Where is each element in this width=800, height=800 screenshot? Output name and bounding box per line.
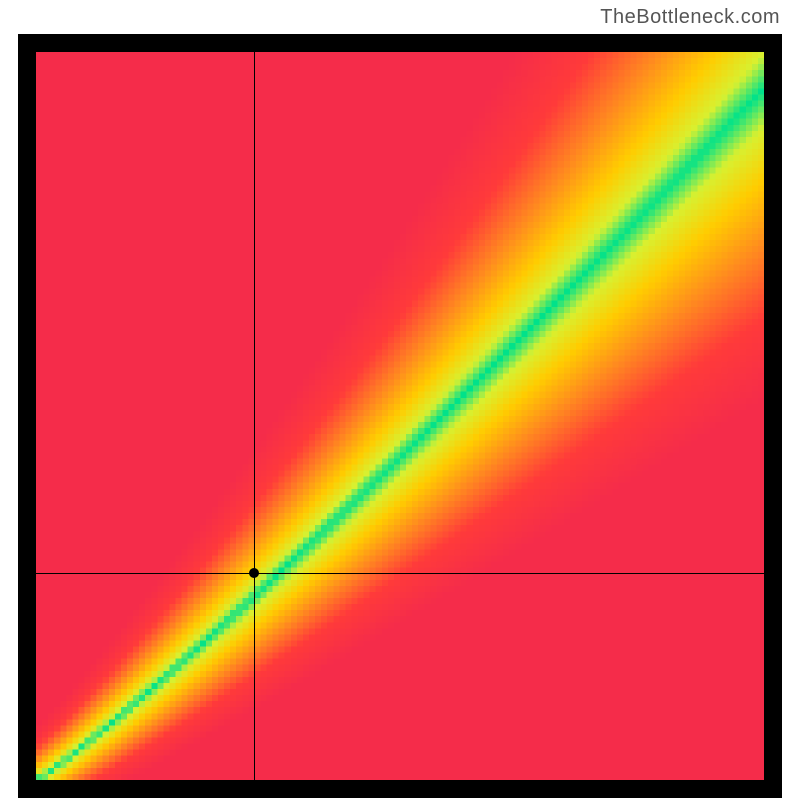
watermark-text: TheBottleneck.com xyxy=(600,6,780,29)
selection-marker-dot xyxy=(249,568,259,578)
bottleneck-heatmap xyxy=(36,52,764,780)
crosshair-horizontal xyxy=(36,573,764,574)
chart-container: { "watermark": { "text": "TheBottleneck.… xyxy=(0,0,800,800)
crosshair-vertical xyxy=(254,52,255,780)
